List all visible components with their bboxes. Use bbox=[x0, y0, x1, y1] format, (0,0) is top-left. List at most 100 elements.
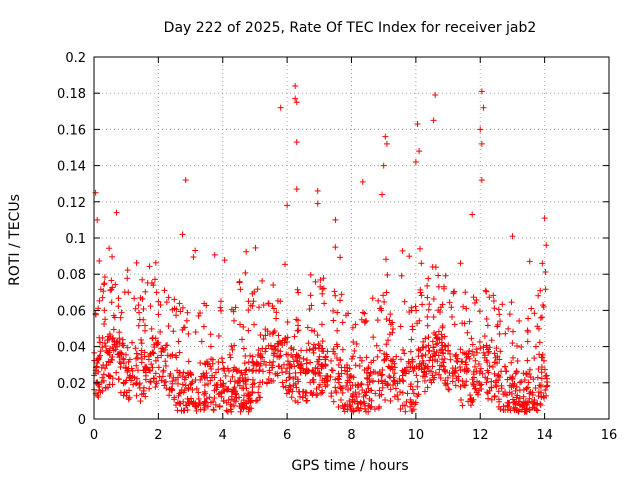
scatter-point bbox=[462, 289, 469, 296]
scatter-point bbox=[221, 257, 228, 264]
scatter-point bbox=[312, 278, 319, 285]
scatter-point bbox=[359, 178, 366, 185]
scatter-point bbox=[255, 389, 262, 396]
scatter-point bbox=[262, 326, 269, 333]
scatter-point bbox=[368, 397, 375, 404]
scatter-point bbox=[148, 361, 155, 368]
scatter-point bbox=[339, 346, 346, 353]
scatter-point bbox=[358, 316, 365, 323]
scatter-point bbox=[416, 360, 423, 367]
scatter-point bbox=[334, 309, 341, 316]
scatter-point bbox=[513, 383, 520, 390]
scatter-point bbox=[390, 382, 397, 389]
scatter-point bbox=[425, 348, 432, 355]
scatter-point bbox=[455, 377, 462, 384]
scatter-point bbox=[453, 351, 460, 358]
scatter-point bbox=[179, 373, 186, 380]
scatter-point bbox=[509, 373, 516, 380]
scatter-point bbox=[397, 388, 404, 395]
scatter-point bbox=[138, 355, 145, 362]
scatter-point bbox=[472, 385, 479, 392]
scatter-point bbox=[331, 350, 338, 357]
scatter-point bbox=[96, 297, 103, 304]
scatter-point bbox=[481, 354, 488, 361]
scatter-point bbox=[330, 398, 337, 405]
scatter-point bbox=[207, 331, 214, 338]
scatter-point bbox=[539, 260, 546, 267]
scatter-point bbox=[262, 348, 269, 355]
scatter-point bbox=[288, 363, 295, 370]
scatter-point bbox=[176, 349, 183, 356]
scatter-point bbox=[229, 346, 236, 353]
scatter-point bbox=[530, 376, 537, 383]
scatter-point bbox=[231, 317, 238, 324]
scatter-point bbox=[147, 367, 154, 374]
scatter-point bbox=[256, 366, 263, 373]
scatter-point bbox=[104, 337, 111, 344]
scatter-point bbox=[328, 393, 335, 400]
scatter-point bbox=[225, 368, 232, 375]
scatter-point bbox=[247, 352, 254, 359]
scatter-point bbox=[435, 371, 442, 378]
scatter-point bbox=[459, 320, 466, 327]
scatter-point bbox=[334, 327, 341, 334]
scatter-point bbox=[436, 362, 443, 369]
x-tick-label: 0 bbox=[90, 428, 98, 443]
scatter-point bbox=[515, 398, 522, 405]
scatter-point bbox=[469, 380, 476, 387]
scatter-point bbox=[96, 257, 103, 264]
scatter-point bbox=[217, 377, 224, 384]
scatter-point bbox=[439, 324, 446, 331]
scatter-point bbox=[335, 379, 342, 386]
scatter-point bbox=[432, 369, 439, 376]
scatter-point bbox=[369, 295, 376, 302]
scatter-point bbox=[382, 256, 389, 263]
scatter-point bbox=[344, 377, 351, 384]
scatter-point bbox=[162, 362, 169, 369]
scatter-point bbox=[179, 304, 186, 311]
scatter-point bbox=[108, 299, 115, 306]
scatter-point bbox=[124, 275, 131, 282]
scatter-point bbox=[270, 305, 277, 312]
scatter-point bbox=[249, 290, 256, 297]
scatter-point bbox=[407, 348, 414, 355]
scatter-point bbox=[365, 365, 372, 372]
scatter-point bbox=[338, 291, 345, 298]
scatter-point bbox=[472, 357, 479, 364]
scatter-point bbox=[537, 400, 544, 407]
scatter-point bbox=[232, 304, 239, 311]
scatter-point bbox=[130, 381, 137, 388]
scatter-point bbox=[495, 306, 502, 313]
scatter-point bbox=[215, 333, 222, 340]
scatter-point bbox=[446, 369, 453, 376]
scatter-point bbox=[270, 329, 277, 336]
scatter-point bbox=[146, 378, 153, 385]
scatter-point bbox=[289, 353, 296, 360]
scatter-point bbox=[304, 324, 311, 331]
scatter-point bbox=[366, 403, 373, 410]
scatter-point bbox=[437, 304, 444, 311]
scatter-point bbox=[310, 347, 317, 354]
scatter-point bbox=[117, 360, 124, 367]
scatter-point bbox=[195, 312, 202, 319]
scatter-point bbox=[383, 316, 390, 323]
scatter-point bbox=[504, 376, 511, 383]
scatter-point bbox=[187, 369, 194, 376]
scatter-point bbox=[526, 390, 533, 397]
scatter-point bbox=[414, 383, 421, 390]
scatter-point bbox=[464, 329, 471, 336]
scatter-point bbox=[241, 392, 248, 399]
scatter-point bbox=[491, 370, 498, 377]
scatter-point bbox=[388, 363, 395, 370]
scatter-point bbox=[99, 294, 106, 301]
scatter-point bbox=[478, 385, 485, 392]
scatter-point bbox=[173, 402, 180, 409]
scatter-point bbox=[133, 362, 140, 369]
scatter-point bbox=[125, 358, 132, 365]
scatter-point bbox=[275, 332, 282, 339]
scatter-point bbox=[250, 367, 257, 374]
scatter-point bbox=[420, 338, 427, 345]
scatter-point bbox=[273, 315, 280, 322]
scatter-point bbox=[408, 381, 415, 388]
scatter-point bbox=[232, 398, 239, 405]
